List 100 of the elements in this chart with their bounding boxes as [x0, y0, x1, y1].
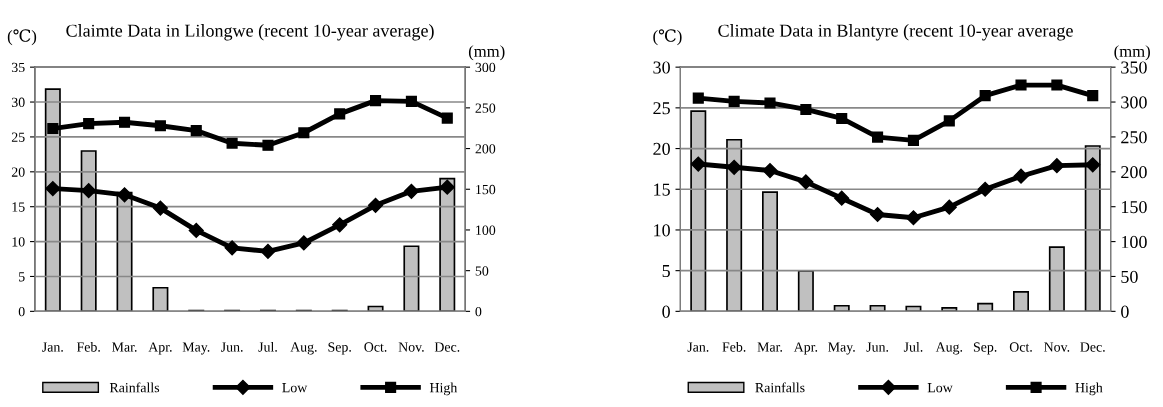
- point: [118, 116, 131, 128]
- y-tick-label: 5: [19, 272, 25, 282]
- x-tick-label: Oct.: [1009, 342, 1032, 352]
- point: [798, 174, 814, 190]
- point: [728, 95, 740, 107]
- point: [1051, 79, 1063, 91]
- y2-tick-label: 0: [1121, 305, 1129, 318]
- point: [941, 199, 957, 215]
- x-tick-label: May.: [828, 342, 855, 355]
- x-tick-label: Jul.: [903, 341, 923, 352]
- point: [403, 183, 419, 199]
- bar: [152, 286, 169, 312]
- bar: [905, 305, 922, 312]
- y-tick-label: 25: [11, 132, 25, 142]
- x-tick-label: Jun.: [221, 342, 243, 352]
- y-tick-label: 25: [653, 102, 670, 115]
- point: [262, 139, 274, 151]
- x-tick-label: Jan.: [687, 342, 709, 352]
- x-tick-label: Dec.: [1080, 342, 1105, 352]
- point: [977, 181, 993, 197]
- point: [332, 217, 348, 233]
- y2-axis-title: (mm): [1114, 45, 1150, 61]
- bar: [1048, 246, 1065, 312]
- bar: [797, 270, 814, 312]
- point: [764, 97, 776, 109]
- x-tick-label: Apr.: [148, 342, 172, 355]
- y-tick-label: 10: [12, 237, 25, 247]
- point: [83, 118, 95, 130]
- point: [836, 112, 848, 124]
- point: [872, 131, 884, 143]
- y2-tick-label: 150: [1121, 200, 1147, 214]
- bar: [367, 305, 384, 312]
- point: [943, 115, 955, 127]
- y-tick-label: 0: [662, 305, 670, 318]
- point: [188, 222, 204, 238]
- legend-label: Low: [282, 383, 308, 393]
- y2-tick-label: 0: [475, 306, 482, 317]
- x-tick-label: Jul.: [258, 341, 277, 352]
- x-tick-label: Mar.: [112, 342, 137, 352]
- point: [190, 125, 202, 137]
- legend-label: Rainfalls: [755, 382, 805, 393]
- y2-tick-label: 100: [1121, 235, 1147, 249]
- point: [800, 103, 812, 116]
- y2-tick-label: 350: [1121, 61, 1147, 74]
- point: [692, 92, 704, 104]
- y2-tick-label: 150: [476, 184, 496, 195]
- y2-tick-label: 100: [476, 225, 496, 235]
- y-tick-label: 35: [11, 62, 25, 73]
- point: [870, 206, 886, 223]
- point: [1049, 158, 1065, 174]
- x-tick-label: Aug.: [935, 342, 963, 355]
- y-tick-label: 15: [654, 183, 670, 196]
- x-tick-label: Feb.: [722, 341, 746, 352]
- point: [260, 243, 276, 259]
- bar: [761, 191, 779, 312]
- legend-label: High: [429, 382, 458, 396]
- y2-tick-label: 300: [1121, 96, 1147, 109]
- x-tick-label: Apr.: [793, 342, 818, 355]
- point: [296, 235, 312, 251]
- point: [439, 179, 455, 195]
- y2-tick-label: 300: [475, 62, 496, 73]
- x-tick-label: Nov.: [398, 342, 424, 352]
- bar: [869, 304, 886, 312]
- legend-label: Rainfalls: [109, 382, 160, 393]
- point: [47, 122, 59, 135]
- point: [834, 190, 850, 206]
- x-tick-label: Oct.: [364, 342, 387, 352]
- x-tick-label: Aug.: [290, 342, 317, 355]
- bar: [1013, 290, 1030, 312]
- chart-title: Climate Data in Blantyre (recent 10-year average: [718, 24, 1073, 41]
- bar: [833, 304, 850, 312]
- y-tick-label: 30: [11, 97, 25, 107]
- point: [152, 200, 168, 216]
- y-tick-label: 15: [12, 202, 25, 212]
- x-tick-label: Mar.: [757, 342, 783, 352]
- point: [298, 127, 310, 139]
- legend-label: High: [1075, 382, 1103, 396]
- y-tick-label: 10: [654, 224, 670, 237]
- y2-axis-title: (mm): [468, 45, 505, 61]
- x-tick-label: Dec.: [434, 342, 460, 352]
- x-tick-label: May.: [182, 342, 210, 355]
- point: [81, 183, 97, 199]
- y-tick-label: 5: [662, 265, 670, 278]
- point: [1085, 157, 1101, 173]
- point: [1087, 90, 1099, 102]
- point: [405, 95, 417, 107]
- x-tick-label: Sep.: [973, 342, 997, 355]
- y-axis-title: (℃): [653, 29, 682, 46]
- point: [367, 197, 384, 213]
- legend-label: Low: [927, 383, 953, 393]
- y2-tick-label: 50: [1121, 270, 1138, 283]
- point: [726, 159, 742, 175]
- point: [226, 137, 238, 149]
- bar: [941, 307, 958, 312]
- y-tick-label: 20: [11, 167, 25, 177]
- point: [45, 180, 61, 197]
- y2-tick-label: 200: [1121, 166, 1147, 179]
- point: [116, 187, 133, 203]
- point: [690, 156, 706, 172]
- point: [441, 112, 453, 124]
